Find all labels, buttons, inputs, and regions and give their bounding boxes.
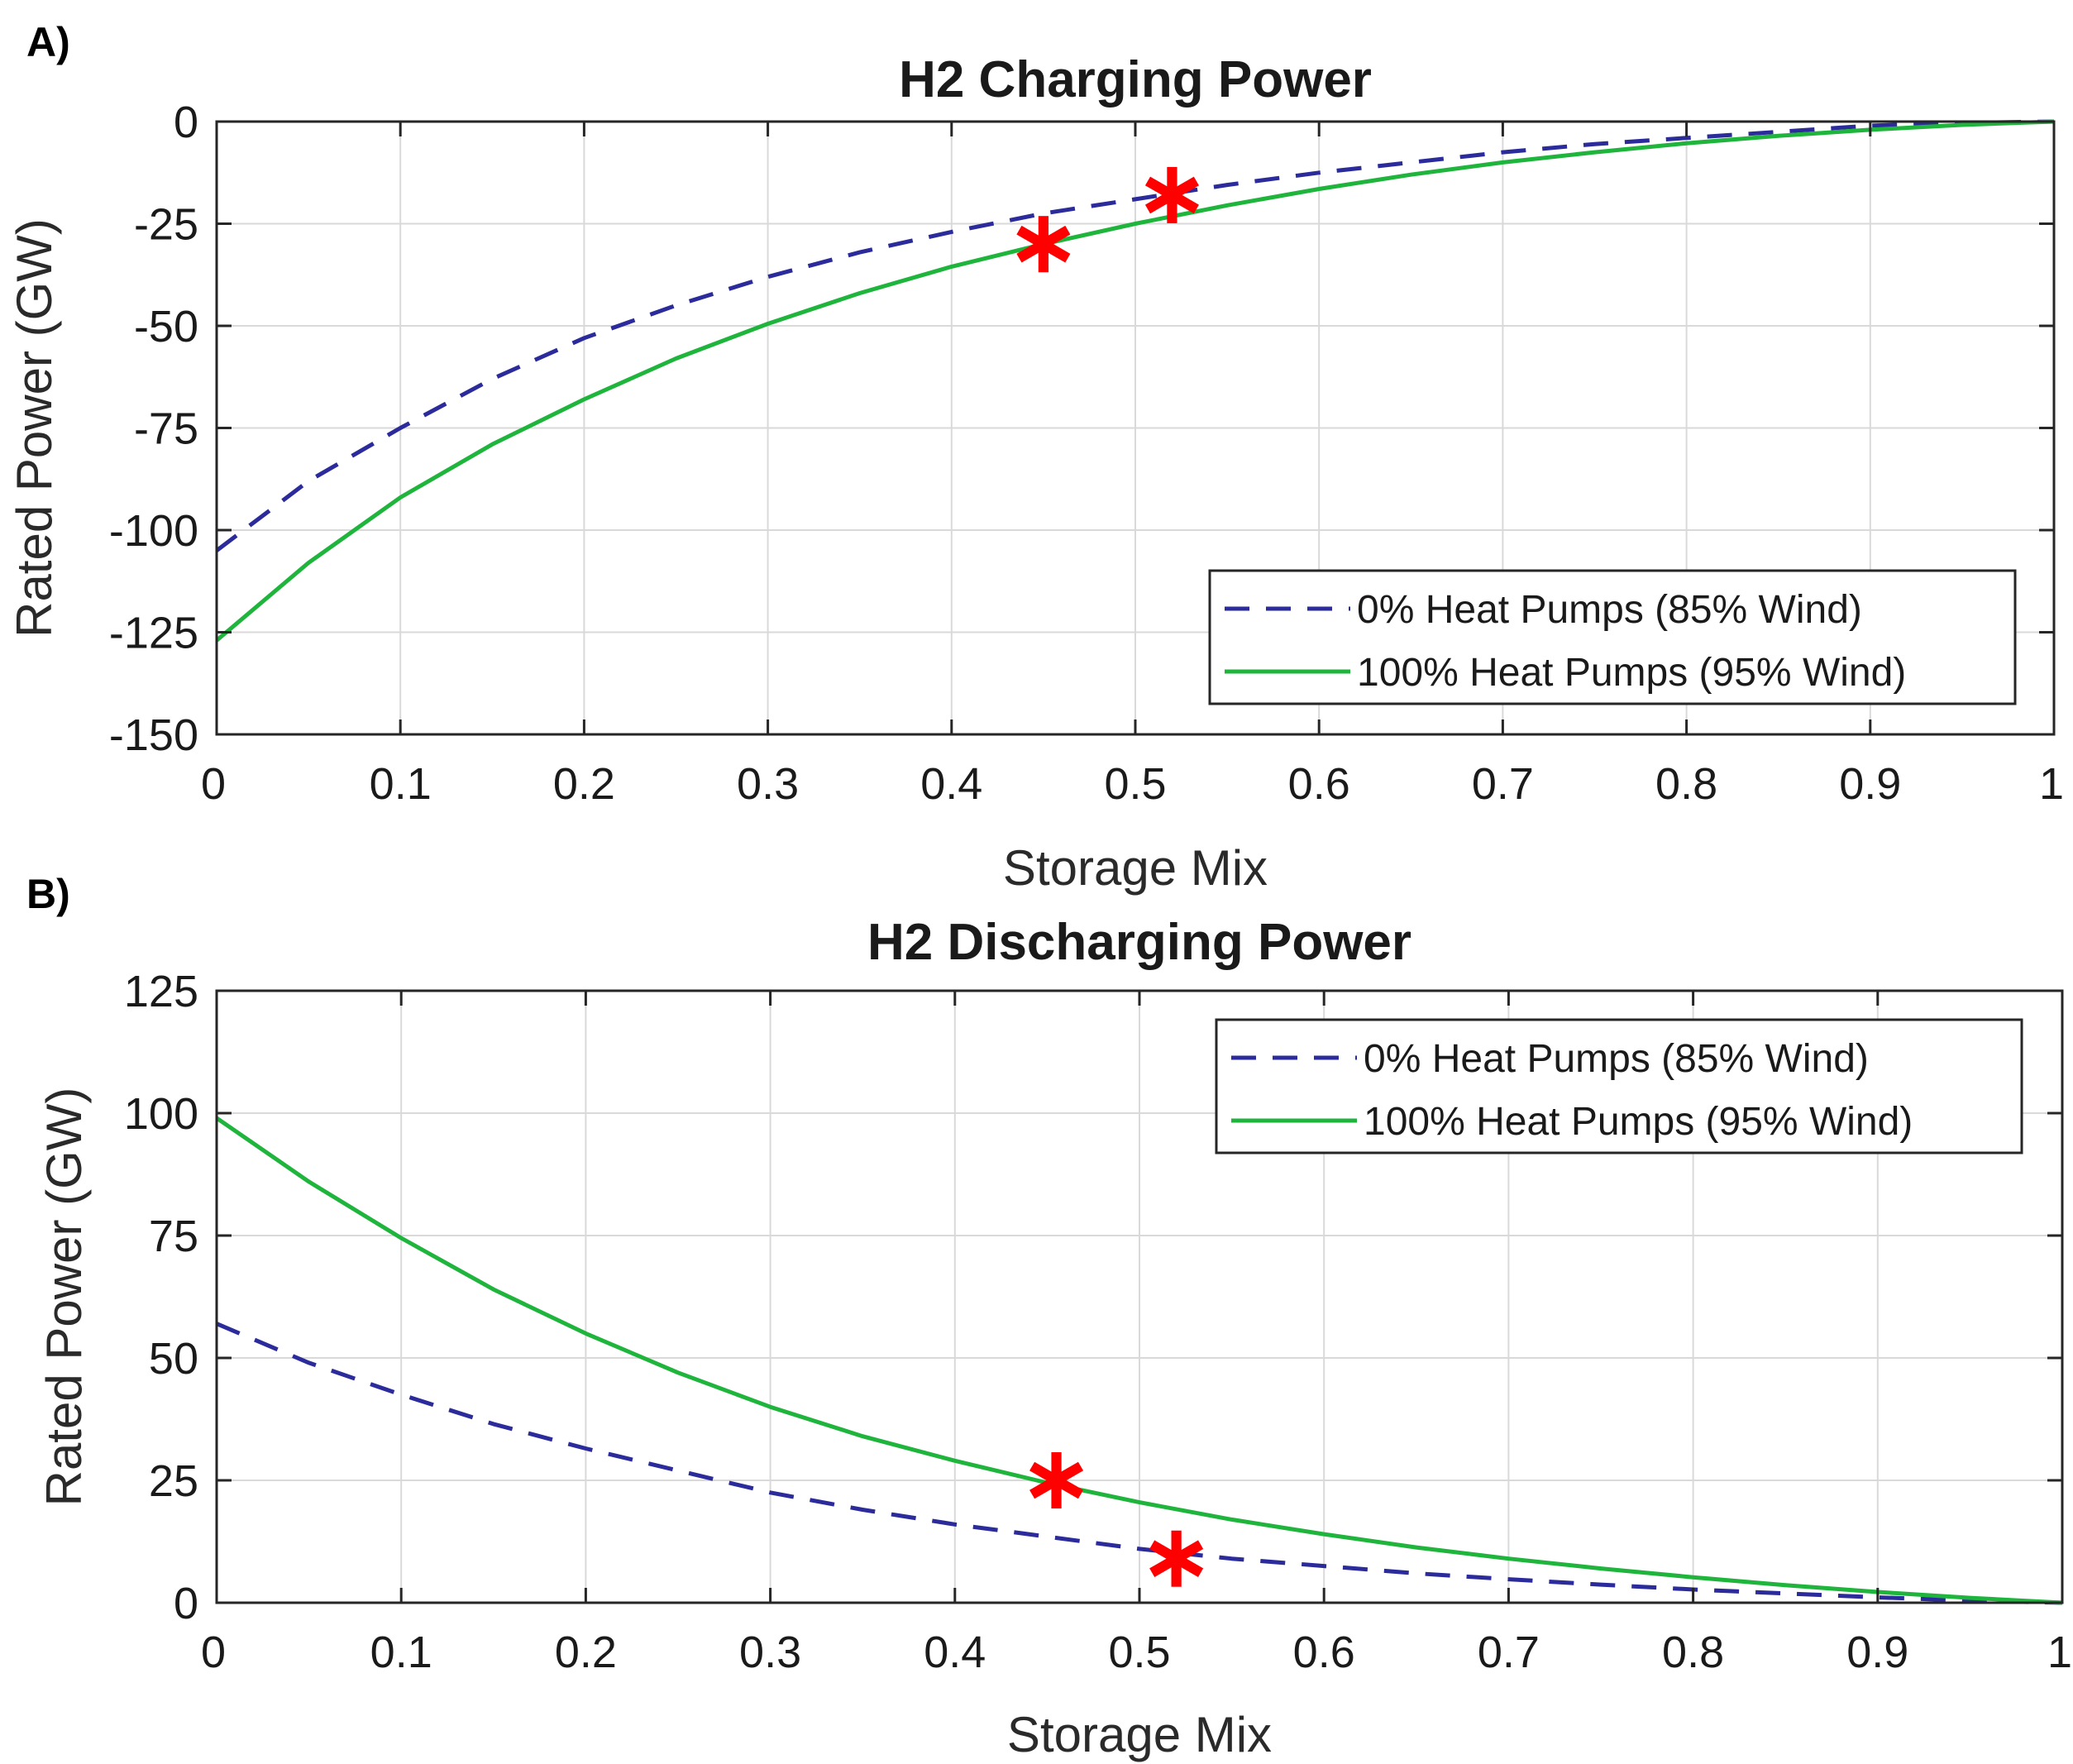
x-tick-label: 1 (2047, 1628, 2072, 1677)
x-tick-label: 0.2 (555, 1628, 617, 1677)
y-tick-label: -25 (134, 200, 198, 250)
optimum-marker (1016, 216, 1071, 273)
panel-label: B) (26, 871, 70, 917)
legend-entry-label: 0% Heat Pumps (85% Wind) (1357, 588, 1862, 632)
x-tick-label: 0.6 (1293, 1628, 1355, 1677)
y-tick-label: -150 (109, 710, 198, 760)
legend-entry-label: 100% Heat Pumps (95% Wind) (1357, 651, 1906, 695)
x-tick-label: 0.5 (1108, 1628, 1170, 1677)
marker-arm (1149, 1540, 1204, 1578)
optimum-marker (1029, 1452, 1084, 1508)
series-line-dashed (215, 119, 2055, 552)
optimum-marker (1149, 1530, 1204, 1587)
series-line-solid (215, 1116, 2063, 1605)
marker-arm (1016, 225, 1071, 263)
legend-box (1208, 569, 2017, 705)
y-tick-label: 125 (124, 967, 198, 1016)
panel-label: A) (26, 19, 70, 65)
chart-title: H2 Discharging Power (867, 914, 1411, 971)
optimum-marker (1144, 166, 1199, 223)
x-tick-label: 0.8 (1655, 759, 1717, 809)
x-axis-label: Storage Mix (1003, 840, 1268, 896)
y-tick-label: 50 (149, 1334, 198, 1384)
x-tick-label: 0.2 (553, 759, 615, 809)
y-tick-label: -50 (134, 302, 198, 351)
x-tick-label: 0.1 (370, 1628, 432, 1677)
y-axis-label: Rated Power (GW) (7, 218, 62, 638)
y-tick-label: -125 (109, 609, 198, 658)
x-tick-label: 0.6 (1288, 759, 1350, 809)
chart-panel-b: B) H2 Discharging Power 0 0.1 0.2 0.3 0.4 0.5 0.… (26, 871, 2072, 1762)
marker-arm (1029, 1461, 1084, 1499)
x-tick-label: 0 (201, 1628, 226, 1677)
series-line-solid (215, 119, 2055, 643)
x-tick-label: 0.3 (737, 759, 799, 809)
chart-title: H2 Charging Power (899, 51, 1372, 108)
y-tick-label: -100 (109, 506, 198, 556)
y-tick-label: 0 (174, 98, 198, 147)
y-tick-label: 0 (174, 1579, 198, 1628)
x-tick-label: 0.5 (1104, 759, 1166, 809)
x-axis-label: Storage Mix (1007, 1707, 1272, 1762)
legend-box (1215, 1018, 2023, 1154)
y-axis-label: Rated Power (GW) (36, 1088, 92, 1507)
x-tick-label: 0.4 (924, 1628, 986, 1677)
chart-panel-a: A) H2 Charging Power 0 0.1 0.2 0.3 0.4 0.5 0.6 0.… (7, 19, 2064, 896)
y-tick-label: -75 (134, 404, 198, 454)
marker-arm (1144, 176, 1199, 214)
legend: 0% Heat Pumps (85% Wind) 100% Heat Pumps … (1208, 569, 2017, 705)
x-tick-label: 0.9 (1846, 1628, 1908, 1677)
x-tick-label: 0 (201, 759, 226, 809)
legend-entry-label: 0% Heat Pumps (85% Wind) (1364, 1037, 1869, 1081)
y-tick-label: 75 (149, 1212, 198, 1261)
series-line-dashed (216, 1322, 2063, 1605)
legend: 0% Heat Pumps (85% Wind) 100% Heat Pumps … (1215, 1018, 2023, 1154)
x-tick-label: 0.7 (1478, 1628, 1540, 1677)
x-tick-label: 0.1 (370, 759, 432, 809)
x-tick-label: 0.3 (739, 1628, 801, 1677)
x-tick-label: 0.9 (1839, 759, 1901, 809)
y-tick-label: 100 (124, 1089, 198, 1139)
legend-entry-label: 100% Heat Pumps (95% Wind) (1364, 1100, 1913, 1144)
x-tick-label: 1 (2039, 759, 2064, 809)
x-tick-label: 0.8 (1662, 1628, 1724, 1677)
x-tick-label: 0.7 (1472, 759, 1534, 809)
x-tick-label: 0.4 (920, 759, 982, 809)
y-tick-label: 25 (149, 1456, 198, 1506)
